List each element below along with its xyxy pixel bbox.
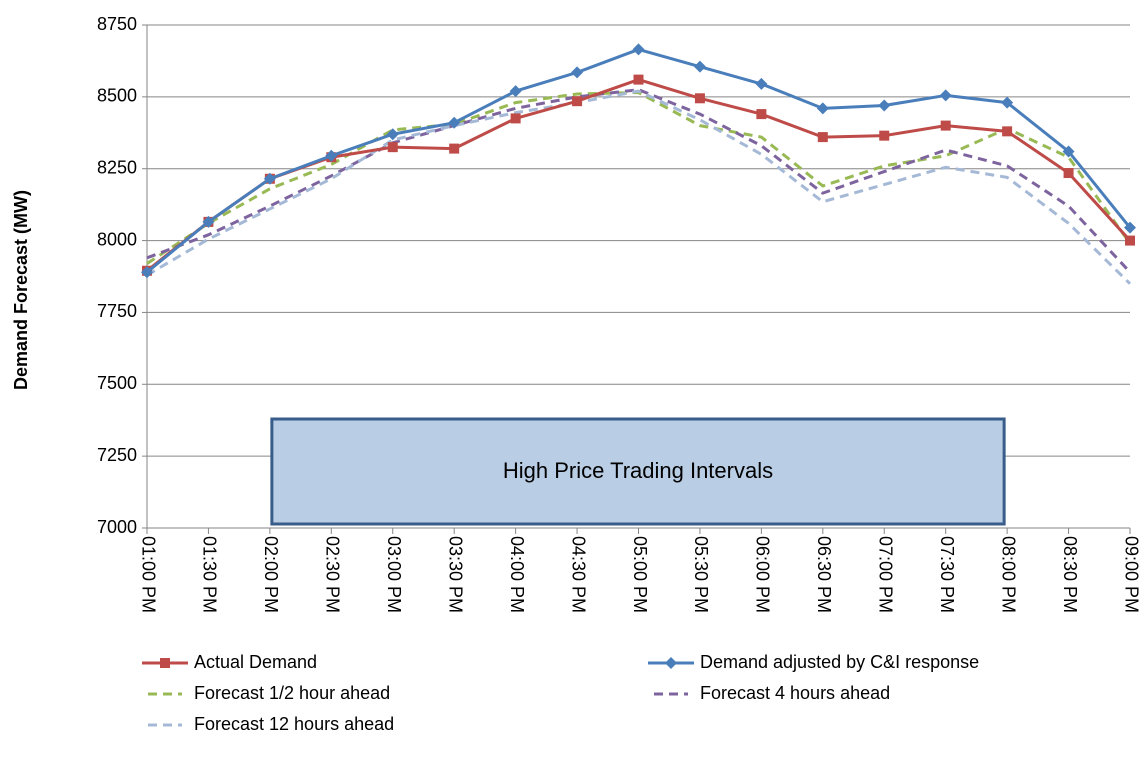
- y-axis-label: Demand Forecast (MW): [11, 190, 31, 390]
- marker: [939, 89, 952, 102]
- x-tick-label: 05:30 PM: [691, 536, 711, 613]
- y-tick-label: 7750: [97, 301, 137, 321]
- marker: [878, 99, 891, 112]
- x-tick-label: 08:00 PM: [998, 536, 1018, 613]
- marker: [756, 109, 767, 120]
- x-tick-label: 04:30 PM: [568, 536, 588, 613]
- x-tick-label: 01:30 PM: [200, 536, 220, 613]
- marker: [817, 132, 828, 143]
- x-tick-label: 03:30 PM: [445, 536, 465, 613]
- x-tick-label: 06:30 PM: [814, 536, 834, 613]
- marker: [755, 77, 768, 90]
- y-tick-label: 8750: [97, 14, 137, 34]
- marker: [325, 149, 338, 162]
- x-tick-label: 07:00 PM: [876, 536, 896, 613]
- series-line: [146, 88, 1132, 274]
- marker: [816, 102, 829, 115]
- marker: [141, 266, 153, 279]
- y-tick-label: 7500: [97, 373, 137, 393]
- annotation-box: [270, 417, 1006, 526]
- marker: [509, 85, 522, 98]
- marker: [1002, 126, 1013, 137]
- legend-label: Demand adjusted by C&I response: [700, 652, 979, 672]
- y-tick-label: 8000: [97, 229, 137, 249]
- x-tick-label: 04:00 PM: [507, 536, 527, 613]
- marker: [1062, 145, 1075, 158]
- series-line: [146, 89, 1132, 285]
- marker: [694, 93, 705, 104]
- x-tick-label: 05:00 PM: [630, 536, 650, 613]
- x-tick-label: 07:30 PM: [937, 536, 957, 613]
- annotation-text: High Price Trading Intervals: [503, 458, 773, 483]
- marker: [693, 60, 706, 73]
- y-tick-label: 7000: [97, 517, 137, 537]
- marker: [1063, 168, 1074, 179]
- y-tick-label: 7250: [97, 445, 137, 465]
- marker: [572, 96, 583, 107]
- marker: [448, 116, 461, 129]
- x-tick-label: 09:00 PM: [1121, 536, 1141, 613]
- series-line: [146, 91, 1132, 265]
- marker: [940, 120, 951, 131]
- marker: [879, 130, 890, 141]
- marker: [1124, 221, 1136, 234]
- y-tick-label: 8250: [97, 157, 137, 177]
- marker: [160, 658, 170, 668]
- marker: [1125, 235, 1135, 246]
- marker: [510, 113, 521, 124]
- marker: [571, 66, 584, 79]
- y-tick-label: 8500: [97, 86, 137, 106]
- marker: [1001, 96, 1014, 109]
- marker: [387, 142, 398, 153]
- legend-label: Forecast 4 hours ahead: [700, 683, 890, 703]
- marker: [665, 657, 677, 669]
- legend-label: Forecast 12 hours ahead: [194, 714, 394, 734]
- marker: [263, 172, 276, 185]
- legend-label: Actual Demand: [194, 652, 317, 672]
- x-tick-label: 01:00 PM: [138, 536, 158, 613]
- marker: [449, 143, 460, 154]
- series-line: [146, 78, 1132, 272]
- legend-label: Forecast 1/2 hour ahead: [194, 683, 390, 703]
- marker: [632, 43, 645, 56]
- x-tick-label: 08:30 PM: [1060, 536, 1080, 613]
- x-tick-label: 02:00 PM: [261, 536, 281, 613]
- marker: [386, 128, 399, 141]
- x-tick-label: 06:00 PM: [753, 536, 773, 613]
- marker: [633, 74, 644, 85]
- x-tick-label: 03:00 PM: [384, 536, 404, 613]
- marker: [202, 215, 215, 228]
- x-tick-label: 02:30 PM: [323, 536, 343, 613]
